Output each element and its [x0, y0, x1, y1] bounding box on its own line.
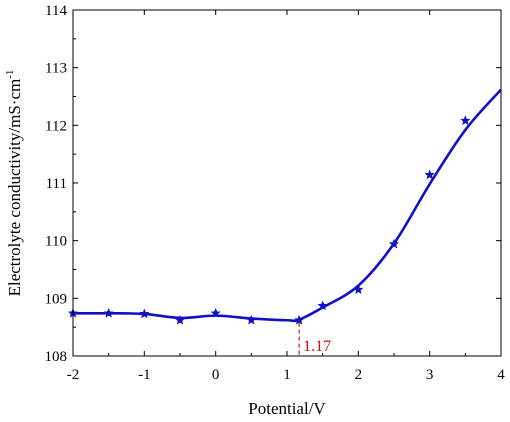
fit-curve-line: [73, 88, 501, 323]
x-tick-label: -2: [67, 367, 80, 383]
x-tick-label: 1: [283, 367, 291, 383]
fit-curve-layer: [73, 88, 501, 323]
y-tick-label: 113: [45, 61, 67, 77]
y-tick-label: 112: [45, 118, 67, 134]
y-tick-label: 108: [45, 349, 68, 365]
data-point-star-marker: [174, 314, 186, 325]
x-tick-label: 3: [426, 367, 434, 383]
data-point-star-marker: [103, 307, 114, 318]
x-tick-label: -1: [138, 367, 151, 383]
data-point-star-marker: [139, 308, 150, 319]
x-tick-label: 4: [497, 367, 505, 383]
annotation-layer: 1.17: [298, 322, 331, 356]
x-tick-label: 2: [355, 367, 363, 383]
y-tick-label: 114: [45, 3, 67, 19]
x-tick-label: 0: [212, 367, 220, 383]
y-axis-title-main: Electrolyte conductivity/mS·cm: [5, 79, 24, 297]
data-point-star-marker: [460, 115, 471, 126]
y-tick-label: 111: [46, 176, 67, 192]
data-point-star-marker: [388, 238, 400, 249]
x-axis-title: Potential/V: [248, 399, 326, 418]
data-point-star-marker: [317, 300, 328, 311]
axis-ticks: -2 -1 0 1 2 3 4 108 109 110 111 112 113 114: [45, 3, 506, 383]
data-point-star-marker: [246, 314, 257, 325]
data-point-star-marker: [293, 314, 305, 325]
annotation-label: 1.17: [303, 338, 331, 355]
data-point-star-marker: [353, 284, 364, 295]
plot-frame: [72, 9, 502, 357]
data-point-star-marker: [424, 169, 435, 180]
y-axis-title-superscript: -1: [4, 70, 16, 79]
data-point-star-marker: [210, 307, 221, 318]
y-tick-label: 109: [45, 291, 68, 307]
y-tick-label: 110: [45, 234, 67, 250]
y-axis-title: Electrolyte conductivity/mS·cm-1: [4, 70, 24, 297]
